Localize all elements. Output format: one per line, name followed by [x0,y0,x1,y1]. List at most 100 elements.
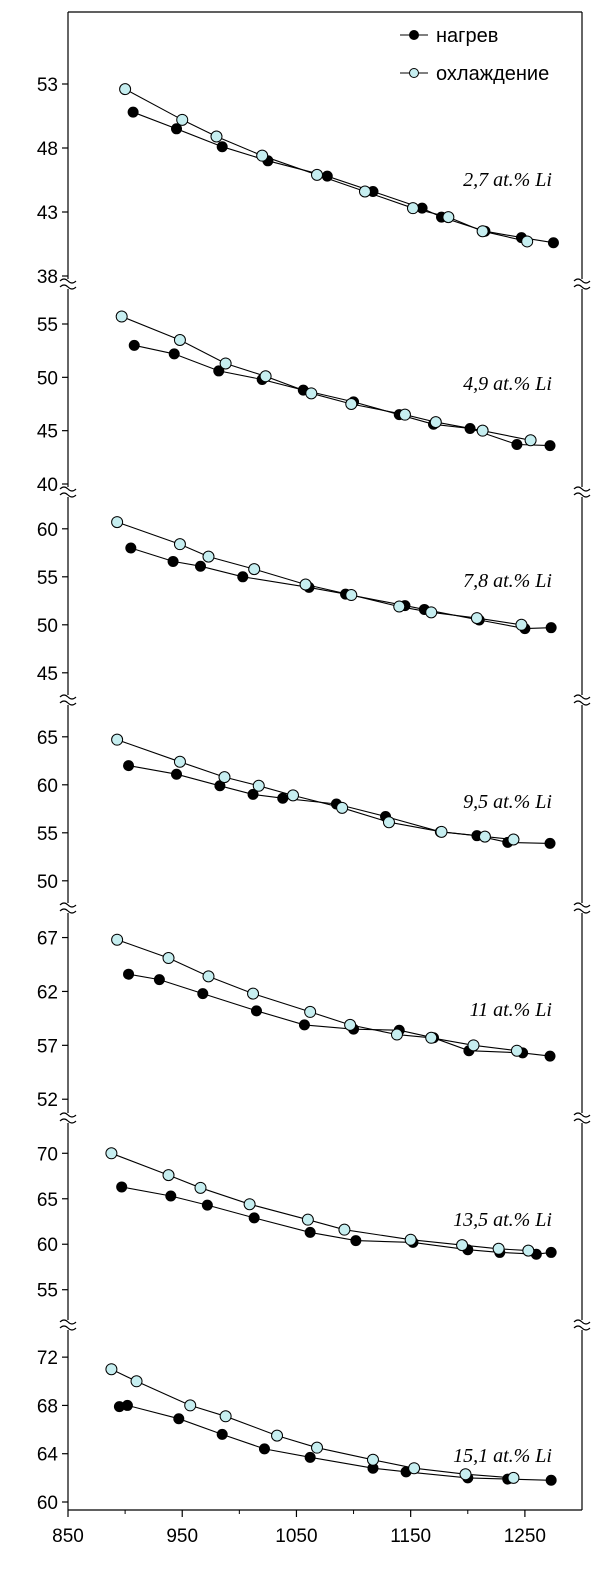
cooling-data-point [259,370,272,383]
cooling-data-point [510,1044,523,1057]
heating-data-point [277,792,289,804]
panel-3: 45 50 55 60 7,8 at.% Li [37,516,557,685]
axis-break-icon [59,1319,77,1331]
cooling-data-point [111,733,124,746]
x-tick-label: 1250 [504,1526,546,1547]
cooling-data-point [252,779,265,792]
panel-2: 40 45 50 55 4,9 at.% Li [37,310,556,496]
cooling-data-point [210,130,223,143]
panel-label: 4,9 at.% Li [463,373,552,395]
y-tick-label: 70 [37,1144,58,1165]
axis-break-gap [574,1320,590,1330]
cooling-data-point [243,1198,256,1211]
y-tick-label: 55 [37,315,58,336]
heating-data-point [194,560,206,572]
cooling-data-point [507,1471,520,1484]
axis-break-gap [574,903,590,913]
panel-5: 52 57 62 67 11 at.% Li [37,929,556,1111]
heating-data-point [298,1019,310,1031]
cooling-data-point [382,816,395,829]
y-tick-label: 53 [37,75,58,96]
axis-break-gap [574,487,590,497]
cooling-data-point [522,1244,535,1257]
heating-data-point [123,760,135,772]
axis-break-icon [59,1112,77,1124]
axis-break-gap [60,1113,76,1123]
cooling-data-point [301,1213,314,1226]
heating-data-point [171,123,183,135]
panel-label: 7,8 at.% Li [463,570,552,592]
cooling-data-point [162,952,175,965]
legend-marker [409,68,419,78]
axis-break-icon [59,486,77,498]
legend-marker [409,30,419,40]
cooling-data-point [173,334,186,346]
axis-break-icon [573,1319,591,1331]
cooling-data-point [406,202,419,215]
cooling-data-point [345,398,358,410]
cooling-data-point [287,789,300,802]
cooling-data-point [111,516,124,529]
cooling-series-line [116,939,517,1052]
axis-break-icon [573,278,591,290]
y-tick-label: 65 [37,1190,58,1211]
y-tick-label: 45 [37,422,58,443]
cooling-data-point [408,1462,421,1475]
axis-break-icon [59,278,77,290]
heating-data-point [197,988,209,1000]
y-tick-label: 64 [37,1445,59,1466]
cooling-data-point [271,1429,284,1442]
cooling-data-point [105,1147,118,1160]
cooling-data-point [492,1242,505,1255]
heating-data-point [511,439,523,451]
cooling-data-point [435,825,448,838]
legend: нагрев охлаждение [400,25,549,85]
panel-label: 13,5 at.% Li [453,1209,552,1231]
heating-data-point [121,1399,133,1411]
cooling-data-point [176,113,189,126]
cooling-data-point [459,1468,472,1481]
cooling-series-line [116,739,514,841]
y-tick-label: 45 [37,664,58,685]
heating-data-point [128,339,140,351]
heating-data-point [248,1212,260,1224]
heating-data-point [547,237,559,249]
cooling-data-point [470,612,483,625]
axis-break-icon [573,902,591,914]
panel-label: 11 at.% Li [470,999,552,1021]
heating-data-point [216,141,228,153]
heating-data-point [237,571,249,583]
heating-data-point [247,788,259,800]
cooling-data-point [521,235,534,248]
cooling-series-line [111,1152,529,1252]
y-tick-label: 57 [37,1036,58,1057]
y-tick-label: 52 [37,1090,58,1111]
cooling-data-point [404,1233,417,1246]
heating-data-point [544,440,556,452]
heating-data-point [123,968,135,980]
heating-data-point [258,1443,270,1455]
heating-series-line [119,1404,552,1481]
y-tick-label: 55 [37,1281,58,1302]
axis-break-icon [59,694,77,706]
cooling-data-point [442,211,455,224]
y-tick-label: 72 [37,1348,58,1369]
cooling-data-point [299,578,312,591]
heating-data-point [213,365,225,377]
y-tick-label: 60 [37,1235,58,1256]
cooling-data-point [524,434,537,447]
cooling-data-point [162,1169,175,1182]
cooling-data-point [390,1028,403,1041]
cooling-data-point [305,387,318,400]
cooling-data-point [476,424,489,437]
y-tick-label: 43 [37,203,58,224]
cooling-data-point [105,1363,118,1376]
heating-data-point [350,1235,362,1247]
cooling-data-point [345,589,358,602]
heating-data-point [304,1451,316,1463]
cooling-data-point [202,970,215,983]
heating-data-point [125,542,137,554]
cooling-data-point [119,83,132,96]
cooling-data-point [248,563,261,576]
cooling-data-point [247,987,260,1000]
